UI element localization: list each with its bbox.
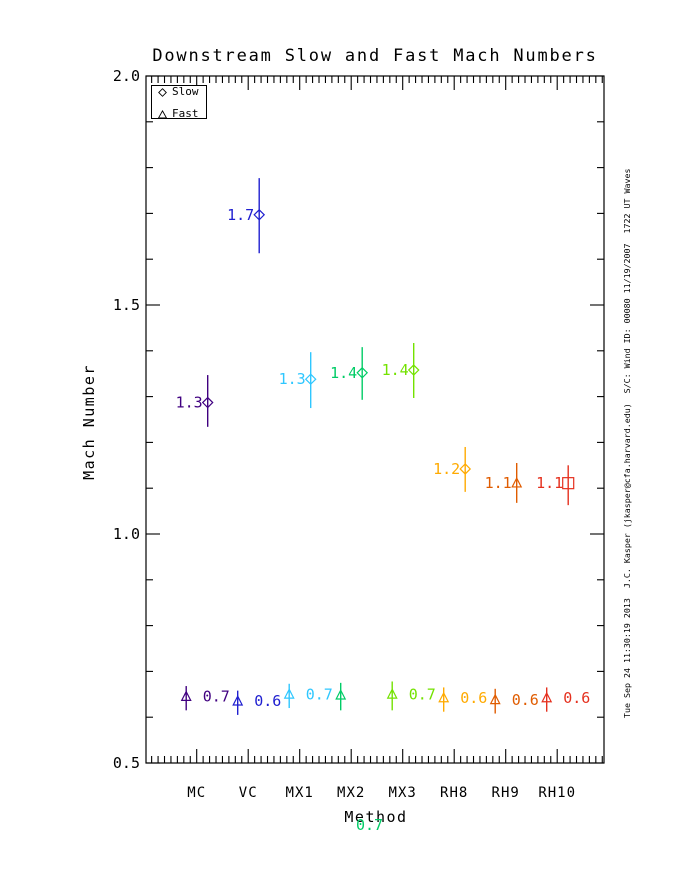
point-label-RH10: 0.6 <box>563 689 590 707</box>
y-tick-label: 1.0 <box>113 525 140 543</box>
point-label-VC: 0.6 <box>254 692 281 710</box>
legend-label-fast: Fast <box>172 106 199 120</box>
x-tick-label: MX2 <box>337 785 365 801</box>
x-tick-label: MC <box>187 785 206 801</box>
point-label-MX1: 1.3 <box>279 370 306 388</box>
x-tick-label: MX3 <box>389 785 417 801</box>
plot-frame <box>145 75 605 764</box>
point-label-RH8: 0.6 <box>460 689 487 707</box>
point-label-MC: 0.7 <box>203 688 230 706</box>
triangle-marker <box>232 694 244 706</box>
legend-entry-fast: Fast <box>157 104 206 123</box>
triangle-marker <box>386 687 398 699</box>
diamond-icon <box>158 82 167 101</box>
square-marker <box>562 477 575 490</box>
diamond-marker <box>407 364 420 376</box>
point-label-RH10: 1.1 <box>536 474 563 492</box>
triangle-marker <box>489 693 501 705</box>
point-label-RH9: 0.6 <box>512 691 539 709</box>
point-label-MX3: 0.7 <box>409 685 436 703</box>
legend-box: Slow Fast <box>151 85 207 119</box>
diamond-marker <box>253 208 266 221</box>
triangle-marker <box>335 688 347 700</box>
triangle-marker <box>438 691 450 703</box>
point-label-MX2: 1.4 <box>330 364 357 382</box>
y-tick-label: 1.5 <box>113 296 140 314</box>
legend-label-slow: Slow <box>172 84 199 98</box>
y-tick-label: 2.0 <box>113 67 140 85</box>
x-axis-label: Method <box>344 808 408 826</box>
displaced-point-label: 0.7 <box>356 816 383 834</box>
triangle-marker <box>541 691 553 703</box>
diamond-marker <box>459 463 472 475</box>
diamond-marker <box>304 373 317 386</box>
point-label-MX3: 1.4 <box>382 361 409 379</box>
chart-title: Downstream Slow and Fast Mach Numbers <box>152 46 598 66</box>
diamond-marker <box>201 396 214 409</box>
triangle-icon <box>157 104 168 123</box>
point-label-MX1: 0.7 <box>306 685 333 703</box>
x-tick-label: RH9 <box>492 785 520 801</box>
point-label-RH9: 1.1 <box>485 474 512 492</box>
diamond-marker <box>356 366 369 379</box>
legend-entry-slow: Slow <box>158 82 206 101</box>
triangle-marker <box>180 690 192 701</box>
point-label-MC: 1.3 <box>176 394 203 412</box>
x-tick-label: MX1 <box>286 785 314 801</box>
timestamp-author-spacecraft-note: Tue Sep 24 11:30:19 2013 J.C. Kasper (jk… <box>622 168 632 718</box>
x-tick-label: RH10 <box>538 785 576 801</box>
triangle-marker <box>511 476 523 488</box>
x-tick-label: RH8 <box>440 785 468 801</box>
x-tick-label: VC <box>239 785 258 801</box>
point-label-RH8: 1.2 <box>433 460 460 478</box>
y-tick-label: 0.5 <box>113 754 140 772</box>
triangle-marker <box>283 687 295 699</box>
point-label-VC: 1.7 <box>227 206 254 224</box>
